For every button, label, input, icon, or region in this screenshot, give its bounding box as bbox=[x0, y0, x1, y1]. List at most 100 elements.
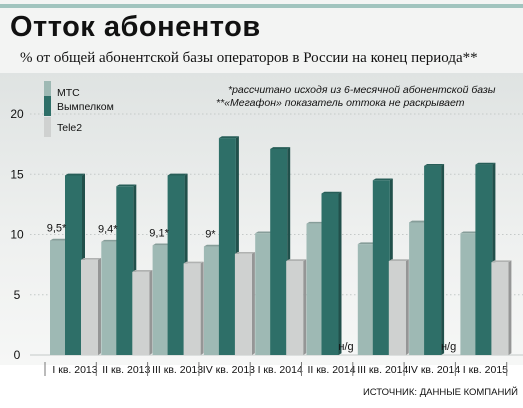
bar-front bbox=[475, 164, 493, 355]
title-strip bbox=[0, 4, 523, 8]
data-labels: 9,5* 9,4* 9,1* 9* н/g н/g bbox=[47, 223, 457, 353]
bar-front bbox=[306, 223, 324, 355]
y-tick-label: 20 bbox=[10, 107, 24, 121]
x-tick-label: I кв. 2013 bbox=[52, 364, 97, 376]
x-tick-label: III кв. 2013 bbox=[152, 364, 203, 376]
bar-side bbox=[338, 191, 342, 355]
data-label: 9,1* bbox=[149, 227, 169, 239]
bar-front bbox=[218, 138, 236, 355]
bar-top bbox=[475, 162, 496, 165]
bar-front bbox=[255, 233, 273, 355]
bar-front bbox=[167, 175, 185, 355]
footnote-2: **«Мегафон» показатель оттока не раскрыв… bbox=[216, 97, 465, 109]
bar-front bbox=[116, 186, 134, 355]
bar-top bbox=[270, 147, 291, 149]
x-tick-label: IV кв. 2013 bbox=[203, 364, 255, 376]
bar-series bbox=[50, 136, 512, 355]
bar-side bbox=[508, 260, 512, 355]
bar-top bbox=[183, 261, 204, 264]
bar-top bbox=[424, 164, 445, 166]
bar-side bbox=[149, 270, 153, 355]
bar-front bbox=[65, 175, 82, 355]
bar-top bbox=[286, 259, 307, 262]
y-tick-label: 5 bbox=[14, 288, 21, 302]
data-label: 9,5* bbox=[47, 223, 67, 235]
bar-vimpelcom bbox=[424, 164, 445, 355]
x-tick-label: I кв. 2015 bbox=[463, 364, 508, 376]
footnote-1: *рассчитано исходя из 6-месячной абонент… bbox=[228, 84, 496, 96]
bar-top bbox=[167, 173, 188, 176]
legend-swatch-tele2 bbox=[44, 117, 51, 137]
legend-item-vimpelcom: Вымпелком bbox=[44, 96, 114, 116]
bar-tele2 bbox=[183, 261, 204, 355]
bar-side bbox=[251, 251, 255, 355]
bar-side bbox=[200, 261, 204, 355]
x-tick-label: II кв. 2013 bbox=[102, 364, 150, 376]
na-label: н/g bbox=[338, 341, 353, 353]
legend: МТС Вымпелком Tele2 bbox=[44, 81, 114, 137]
x-tick-label: I кв. 2014 bbox=[258, 364, 303, 376]
x-tick-label: IV кв. 2014 bbox=[408, 364, 460, 376]
bar-side bbox=[303, 259, 307, 355]
bar-front bbox=[372, 180, 390, 355]
bar-tele2 bbox=[132, 270, 153, 355]
chart-subtitle: % от общей абонентской базы операторов в… bbox=[20, 50, 478, 66]
bar-front bbox=[491, 262, 509, 355]
legend-swatch-vimpelcom bbox=[44, 96, 51, 116]
bar-front bbox=[424, 165, 442, 355]
bar-top bbox=[388, 259, 409, 262]
bar-front bbox=[460, 233, 478, 355]
bar-top bbox=[321, 191, 342, 194]
legend-label-tele2: Tele2 bbox=[57, 122, 82, 134]
bar-tele2 bbox=[491, 260, 512, 355]
y-axis: 0 5 10 15 20 bbox=[10, 107, 24, 362]
source-note: ИСТОЧНИК: ДАННЫЕ КОМПАНИЙ bbox=[363, 386, 518, 398]
bar-front bbox=[50, 240, 67, 355]
bar-front bbox=[357, 244, 375, 355]
legend-label-vimpelcom: Вымпелком bbox=[57, 101, 114, 113]
bar-front bbox=[270, 148, 288, 355]
x-tick-label: II кв. 2014 bbox=[307, 364, 355, 376]
bar-front bbox=[286, 261, 304, 355]
bar-front bbox=[388, 261, 406, 355]
y-tick-label: 10 bbox=[10, 228, 24, 242]
bar-tele2 bbox=[81, 258, 101, 355]
chart-title: Отток абонентов bbox=[10, 11, 261, 43]
bar-top bbox=[132, 270, 153, 272]
bar-top bbox=[81, 258, 101, 260]
bar-front bbox=[152, 245, 170, 355]
legend-swatch-mts bbox=[44, 81, 51, 101]
na-label: н/g bbox=[441, 341, 456, 353]
bar-tele2 bbox=[234, 251, 255, 355]
bar-tele2 bbox=[286, 259, 307, 355]
header-band bbox=[0, 0, 523, 73]
legend-label-mts: МТС bbox=[57, 87, 80, 99]
bar-front bbox=[203, 246, 221, 355]
bar-top bbox=[218, 136, 239, 139]
data-label: 9,4* bbox=[98, 224, 118, 236]
x-tick-label: III кв. 2014 bbox=[357, 364, 408, 376]
bar-front bbox=[321, 193, 339, 355]
bar-top bbox=[491, 260, 512, 263]
bar-front bbox=[183, 263, 201, 355]
x-axis: I кв. 2013 II кв. 2013 III кв. 2013 IV кв. … bbox=[44, 362, 508, 376]
bar-tele2 bbox=[388, 259, 409, 355]
bar-top bbox=[372, 178, 393, 181]
y-tick-label: 0 bbox=[14, 348, 21, 362]
bar-top bbox=[116, 184, 137, 187]
data-label: 9* bbox=[205, 229, 216, 241]
bar-front bbox=[132, 271, 150, 355]
legend-item-tele2: Tele2 bbox=[44, 117, 82, 137]
bar-front bbox=[101, 241, 119, 355]
bar-front bbox=[81, 259, 98, 355]
bar-side bbox=[405, 259, 409, 355]
bar-top bbox=[65, 173, 85, 176]
bar-top bbox=[234, 251, 255, 254]
bar-front bbox=[234, 253, 252, 355]
bar-front bbox=[409, 222, 427, 355]
legend-item-mts: МТС bbox=[44, 81, 80, 101]
bar-vimpelcom bbox=[321, 191, 342, 355]
bar-side bbox=[98, 258, 101, 355]
bar-side bbox=[441, 164, 445, 355]
